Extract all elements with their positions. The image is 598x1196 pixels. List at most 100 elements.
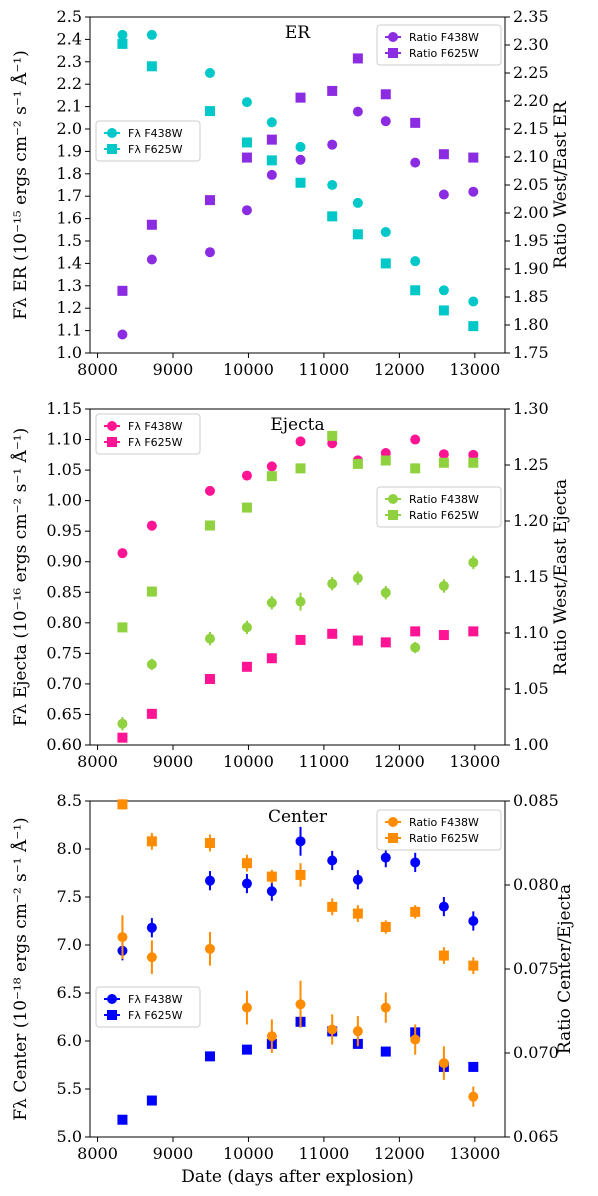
data-point [352, 53, 363, 64]
y-right-tick-label: 1.25 [513, 455, 549, 474]
data-point [380, 455, 391, 466]
data-point [266, 134, 277, 145]
y-right-tick-label: 1.75 [513, 343, 549, 362]
y-axis-label: Fλ Ejecta (10⁻¹⁶ ergs cm⁻² s⁻¹ Å⁻¹) [10, 428, 31, 727]
series-ratio-square [117, 53, 479, 296]
legend-label: Fλ F438W [128, 127, 183, 140]
data-point [410, 434, 421, 445]
data-point [295, 999, 306, 1010]
data-point [295, 869, 306, 880]
x-tick-label: 8000 [77, 360, 118, 379]
y-tick-label: 1.9 [57, 141, 82, 160]
series-ratio-square [117, 430, 479, 633]
legend-box [376, 809, 502, 851]
data-point [117, 1114, 128, 1125]
data-point [295, 596, 306, 607]
legend-box [95, 413, 201, 455]
y-tick-label: 0.90 [46, 552, 82, 571]
data-point [146, 708, 157, 719]
data-point [468, 1061, 479, 1072]
y-tick-label: 7.5 [57, 887, 82, 906]
data-point [327, 211, 338, 222]
legend-marker [388, 494, 398, 504]
data-point [204, 633, 215, 644]
y-right-tick-label: 2.20 [513, 91, 549, 110]
y-right-tick-label: 2.35 [513, 7, 549, 26]
data-point [327, 855, 338, 866]
y-tick-label: 1.8 [57, 164, 82, 183]
data-point [241, 470, 252, 481]
legend: Ratio F438W Ratio F625W [376, 486, 502, 528]
y-right-tick-label: 1.85 [513, 287, 549, 306]
y-tick-label: 0.65 [46, 704, 82, 723]
y-tick-label: 2.1 [57, 97, 82, 116]
series-ratio-circle [117, 915, 479, 1107]
data-point [241, 622, 252, 633]
y-right-tick-label: 2.00 [513, 203, 549, 222]
data-point [327, 1024, 338, 1035]
data-point [241, 137, 252, 148]
data-point [438, 189, 449, 200]
data-point [204, 485, 215, 496]
data-point [241, 878, 252, 889]
data-point [410, 857, 421, 868]
series-ratio-circle [117, 106, 479, 340]
x-tick-label: 9000 [153, 1144, 194, 1163]
legend-label: Ratio F438W [409, 816, 479, 829]
series-flux-circle [117, 29, 479, 307]
data-point [468, 1091, 479, 1102]
data-point [295, 92, 306, 103]
legend-box [95, 120, 201, 162]
y-right-tick-label: 0.070 [513, 1043, 559, 1062]
series-flux-circle [117, 826, 479, 961]
data-point [352, 458, 363, 469]
legend-marker [107, 421, 117, 431]
y-axis-label: Fλ Center (10⁻¹⁸ ergs cm⁻² s⁻¹ Å⁻¹) [10, 817, 31, 1120]
data-point [380, 1002, 391, 1013]
y-tick-label: 2.5 [57, 7, 82, 26]
y-right-tick-label: 1.30 [513, 399, 549, 418]
legend-label: Fλ F625W [128, 436, 183, 449]
data-point [117, 285, 128, 296]
data-point [410, 256, 421, 267]
panel-1: 8000 9000 10000 11000 12000 13000 0.60 0.65 0.70… [10, 399, 571, 771]
legend-marker [388, 510, 398, 520]
data-point [204, 674, 215, 685]
y-right-tick-label: 1.15 [513, 567, 549, 586]
data-point [468, 449, 479, 460]
legend-box [95, 986, 201, 1028]
data-point [410, 463, 421, 474]
legend-label: Ratio F625W [409, 832, 479, 845]
legend-marker [107, 144, 117, 154]
data-point [241, 1044, 252, 1055]
legend-marker [388, 833, 398, 843]
data-point [146, 254, 157, 265]
x-axis-label: Date (days after explosion) [181, 1167, 413, 1187]
y-tick-label: 2.3 [57, 52, 82, 71]
panel-2: 8000 9000 10000 11000 12000 13000 5.0 5.5 6.0 6.5… [10, 791, 575, 1187]
panel-0: 8000 9000 10000 11000 12000 13000 1.0 1.1 1.2 1.3… [10, 7, 571, 379]
data-point [117, 29, 128, 40]
data-point [380, 89, 391, 100]
data-point [327, 85, 338, 96]
data-point [241, 97, 252, 108]
data-point [266, 471, 277, 482]
y-tick-label: 0.80 [46, 613, 82, 632]
y-tick-label: 1.00 [46, 491, 82, 510]
data-point [438, 630, 449, 641]
y-tick-label: 2.2 [57, 74, 82, 93]
legend-label: Fλ F625W [128, 143, 183, 156]
data-point [380, 1046, 391, 1057]
y-tick-label: 1.4 [57, 253, 82, 272]
data-point [380, 258, 391, 269]
x-tick-label: 10000 [223, 1144, 274, 1163]
data-point [204, 943, 215, 954]
legend-marker [107, 994, 117, 1004]
data-point [468, 296, 479, 307]
data-point [146, 520, 157, 531]
series-ratio-circle [117, 555, 479, 731]
data-point [438, 950, 449, 961]
data-point [204, 520, 215, 531]
panel-title: Ejecta [270, 415, 324, 435]
data-point [295, 436, 306, 447]
